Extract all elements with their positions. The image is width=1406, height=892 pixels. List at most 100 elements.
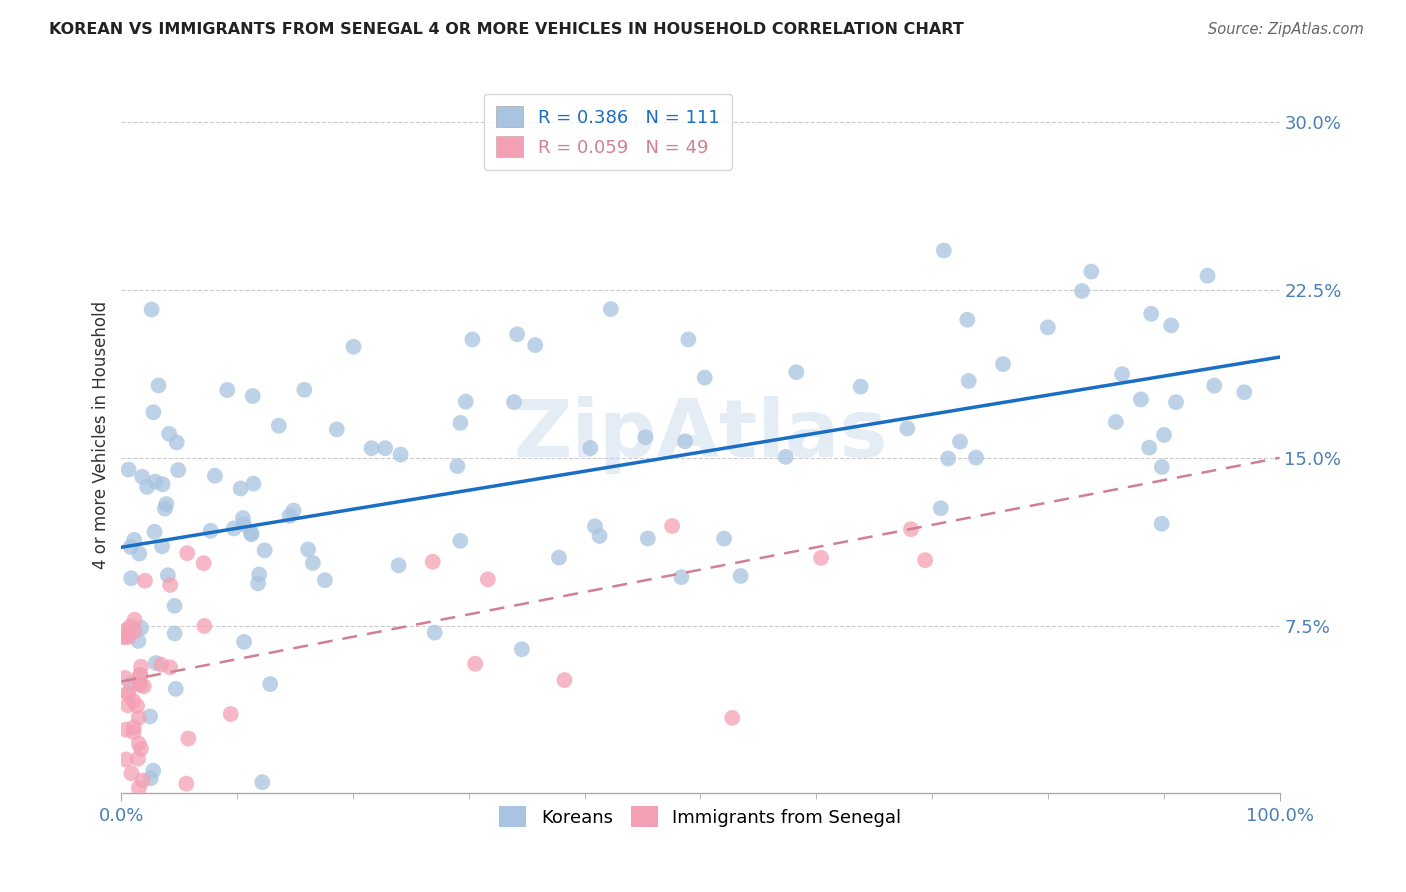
Point <box>129 678 152 692</box>
Point <box>896 421 918 435</box>
Point <box>1036 320 1059 334</box>
Point <box>240 527 263 541</box>
Point <box>242 476 264 491</box>
Point <box>553 673 575 687</box>
Text: KOREAN VS IMMIGRANTS FROM SENEGAL 4 OR MORE VEHICLES IN HOUSEHOLD CORRELATION CH: KOREAN VS IMMIGRANTS FROM SENEGAL 4 OR M… <box>49 22 965 37</box>
Point <box>464 657 486 671</box>
Point <box>193 619 215 633</box>
Point <box>936 451 959 466</box>
Point <box>297 542 319 557</box>
Point <box>548 550 571 565</box>
Point <box>157 426 180 441</box>
Point <box>143 475 166 489</box>
Point <box>454 394 477 409</box>
Point <box>259 677 281 691</box>
Point <box>115 623 138 637</box>
Point <box>117 698 139 713</box>
Point <box>219 707 242 722</box>
Point <box>132 679 155 693</box>
Point <box>849 379 872 393</box>
Point <box>145 656 167 670</box>
Point <box>252 775 274 789</box>
Point <box>267 418 290 433</box>
Point <box>117 462 139 476</box>
Point <box>965 450 987 465</box>
Point <box>232 517 254 532</box>
Point <box>283 503 305 517</box>
Point <box>388 558 411 573</box>
Point <box>165 681 187 696</box>
Point <box>949 434 972 449</box>
Point <box>128 737 150 751</box>
Point <box>510 642 533 657</box>
Point <box>118 630 141 644</box>
Point <box>139 709 162 723</box>
Point <box>114 671 136 685</box>
Point <box>193 556 215 570</box>
Point <box>1150 516 1173 531</box>
Point <box>583 519 606 533</box>
Point <box>143 524 166 539</box>
Point <box>730 569 752 583</box>
Point <box>900 522 922 536</box>
Point <box>139 771 162 785</box>
Point <box>1233 385 1256 400</box>
Point <box>159 578 181 592</box>
Point <box>775 450 797 464</box>
Point <box>128 547 150 561</box>
Point <box>141 302 163 317</box>
Point <box>326 422 349 436</box>
Point <box>166 435 188 450</box>
Point <box>129 659 152 673</box>
Point <box>389 448 412 462</box>
Point <box>117 687 139 701</box>
Point <box>124 613 146 627</box>
Point <box>174 777 197 791</box>
Point <box>673 434 696 449</box>
Point <box>914 553 936 567</box>
Point <box>634 430 657 444</box>
Point <box>233 635 256 649</box>
Y-axis label: 4 or more Vehicles in Household: 4 or more Vehicles in Household <box>93 301 110 569</box>
Point <box>222 521 245 535</box>
Point <box>200 524 222 538</box>
Point <box>134 574 156 588</box>
Point <box>810 550 832 565</box>
Point <box>1204 378 1226 392</box>
Legend: Koreans, Immigrants from Senegal: Koreans, Immigrants from Senegal <box>492 799 908 834</box>
Point <box>128 711 150 725</box>
Point <box>449 533 471 548</box>
Point <box>1129 392 1152 407</box>
Point <box>374 441 396 455</box>
Point <box>232 511 254 525</box>
Point <box>247 576 270 591</box>
Point <box>127 752 149 766</box>
Point <box>1137 441 1160 455</box>
Point <box>1197 268 1219 283</box>
Point <box>713 532 735 546</box>
Point <box>588 529 610 543</box>
Point <box>229 482 252 496</box>
Point <box>150 657 173 672</box>
Point <box>204 468 226 483</box>
Point <box>956 312 979 326</box>
Point <box>142 405 165 419</box>
Point <box>449 416 471 430</box>
Point <box>129 668 152 682</box>
Point <box>127 634 149 648</box>
Point <box>1111 368 1133 382</box>
Point <box>477 572 499 586</box>
Text: ZipAtlas: ZipAtlas <box>513 396 887 475</box>
Point <box>129 668 152 682</box>
Point <box>122 725 145 739</box>
Text: Source: ZipAtlas.com: Source: ZipAtlas.com <box>1208 22 1364 37</box>
Point <box>132 773 155 788</box>
Point <box>242 389 264 403</box>
Point <box>446 459 468 474</box>
Point <box>721 711 744 725</box>
Point <box>253 543 276 558</box>
Point <box>991 357 1014 371</box>
Point <box>120 540 142 554</box>
Point <box>217 383 239 397</box>
Point <box>152 477 174 491</box>
